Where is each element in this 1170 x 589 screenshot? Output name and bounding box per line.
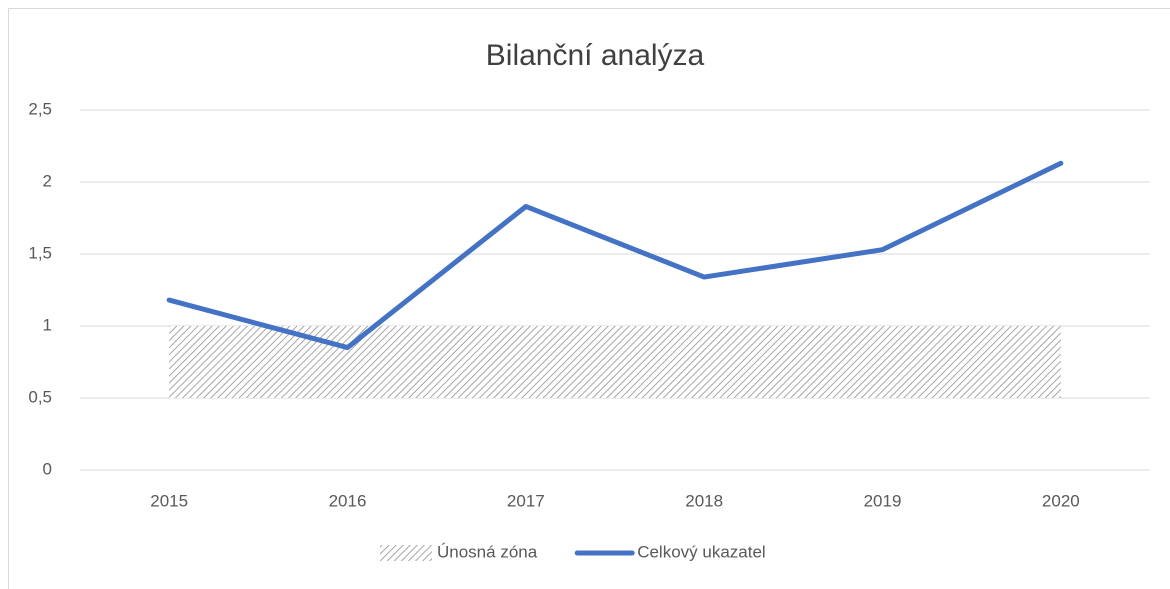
x-tick-label: 2018 [685, 491, 723, 510]
x-tick-label: 2017 [507, 491, 545, 510]
tolerance-zone [169, 326, 1061, 398]
y-tick-label: 0 [43, 459, 52, 478]
y-tick-label: 1 [43, 315, 52, 334]
y-tick-label: 2 [43, 171, 52, 190]
x-tick-label: 2015 [150, 491, 188, 510]
y-tick-label: 2,5 [28, 99, 52, 118]
legend-swatch [380, 545, 432, 561]
x-tick-label: 2019 [864, 491, 902, 510]
legend-label: Únosná zóna [437, 542, 538, 561]
line [166, 160, 1064, 351]
chart-border [8, 8, 1170, 589]
x-tick-label: 2020 [1042, 491, 1080, 510]
legend-label: Celkový ukazatel [637, 542, 766, 561]
chart-title: Bilanční analýza [486, 39, 705, 72]
y-tick-label: 0,5 [28, 387, 52, 406]
x-tick-label: 2016 [329, 491, 367, 510]
y-tick-label: 1,5 [28, 243, 52, 262]
